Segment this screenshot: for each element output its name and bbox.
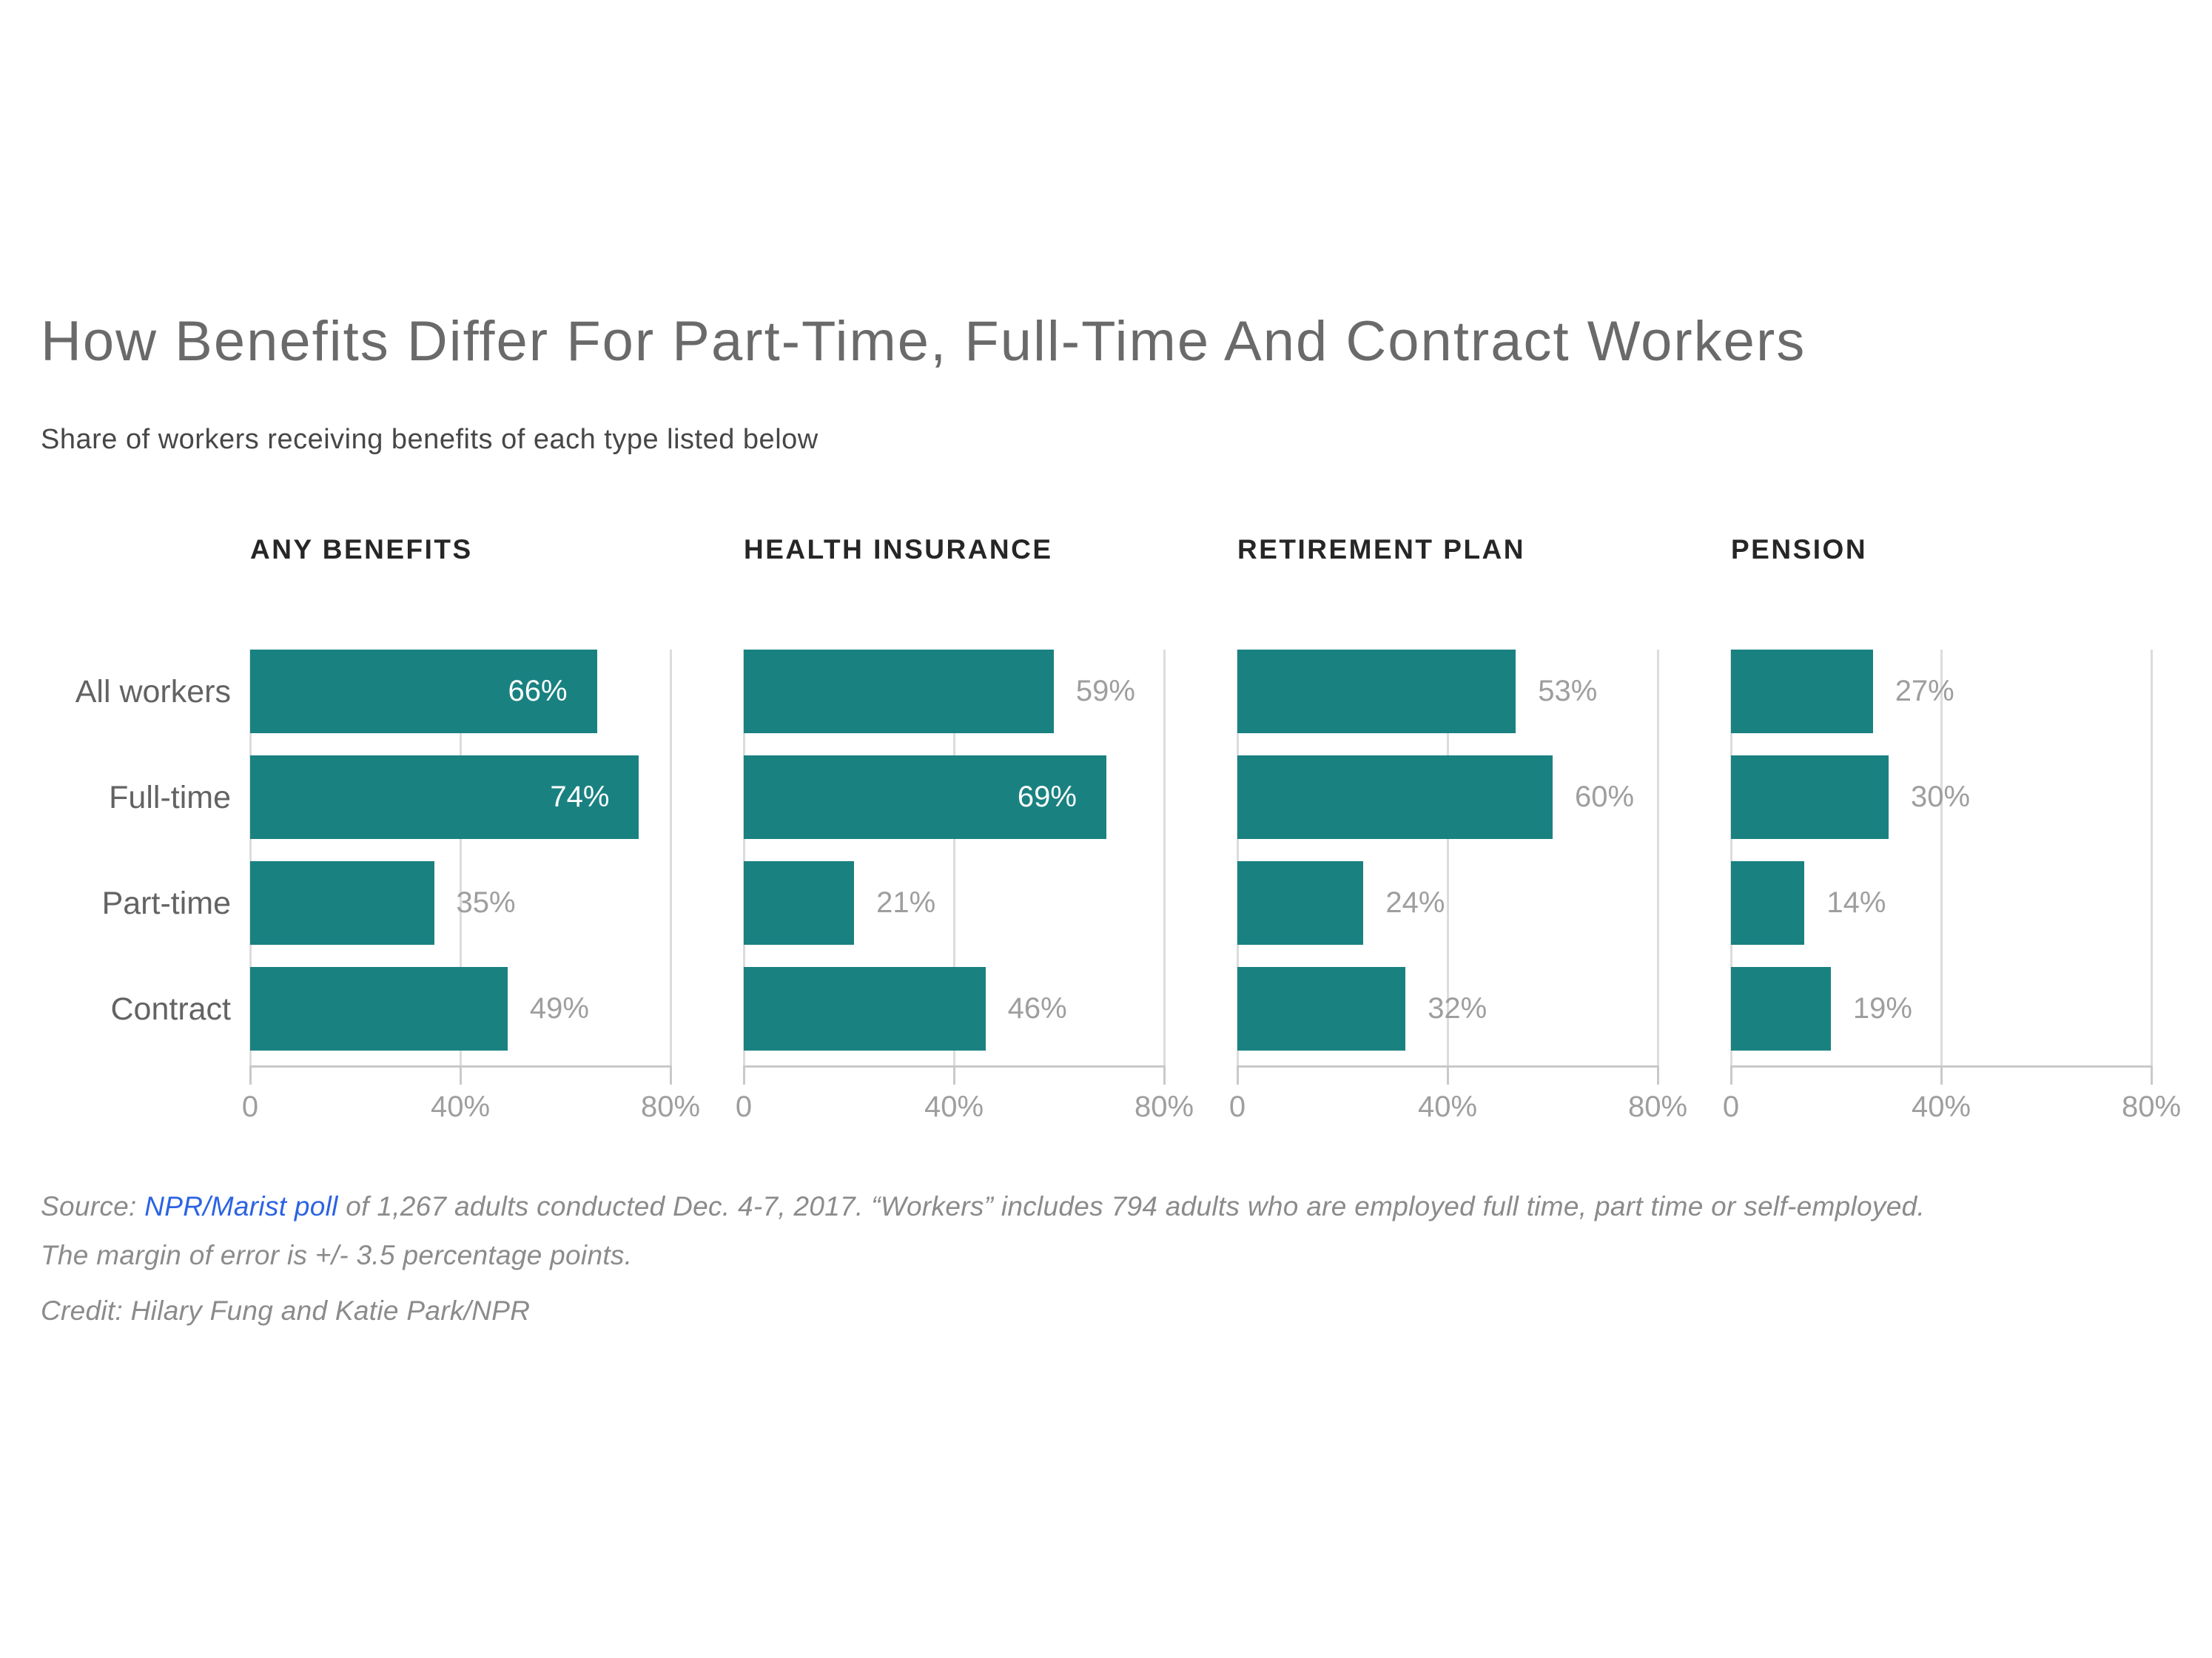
bar — [744, 861, 855, 945]
axis-tick — [742, 1065, 745, 1085]
bar-value-label: 14% — [1826, 886, 1886, 919]
bar — [1731, 861, 1805, 945]
panel-title: HEALTH INSURANCE — [744, 534, 1053, 565]
axis-tick — [1729, 1065, 1732, 1085]
axis-tick-label: 80% — [1134, 1091, 1194, 1123]
axis-tick-label: 40% — [924, 1091, 984, 1123]
axis-tick-label: 40% — [1911, 1091, 1971, 1123]
row-label: Contract — [110, 991, 231, 1027]
bar — [744, 967, 986, 1051]
axis-tick — [1656, 1065, 1659, 1085]
chart-panel: PENSION 27% 30% 14% 19% 0 40% 80% — [1723, 518, 2181, 1184]
axis-tick — [669, 1065, 672, 1085]
row-label: Full-time — [109, 779, 231, 815]
panel-title: ANY BENEFITS — [250, 534, 473, 565]
bar-value-label: 74% — [550, 781, 610, 813]
source-text: of 1,267 adults conducted Dec. 4-7, 2017… — [41, 1191, 1926, 1270]
bar-value-label: 32% — [1428, 992, 1487, 1025]
bar — [250, 861, 434, 945]
bar-value-label: 30% — [1911, 781, 1971, 813]
bar-value-label: 27% — [1895, 675, 1954, 707]
bar-value-label: 49% — [529, 992, 589, 1025]
axis-tick — [1163, 1065, 1166, 1085]
gridline — [459, 650, 462, 1065]
axis-tick — [1446, 1065, 1449, 1085]
gridline — [1729, 650, 1732, 1065]
chart-panel: ANY BENEFITS 66% 74% 35% 49% 0 40% 80% — [242, 518, 700, 1184]
axis-tick-label: 0 — [1228, 1091, 1246, 1123]
bar-value-label: 60% — [1575, 781, 1635, 813]
gridline — [2150, 650, 2153, 1065]
gridline — [1163, 650, 1166, 1065]
gridline — [1446, 650, 1449, 1065]
bar — [744, 650, 1054, 733]
bar — [250, 967, 508, 1051]
gridline — [1656, 650, 1659, 1065]
bar-value-label: 69% — [1017, 781, 1077, 813]
axis-tick — [1236, 1065, 1239, 1085]
axis-tick — [2150, 1065, 2153, 1085]
axis-tick — [1940, 1065, 1943, 1085]
axis-tick-label: 0 — [1722, 1091, 1740, 1123]
bar — [1731, 755, 1889, 839]
source-note: Source: NPR/Marist poll of 1,267 adults … — [41, 1182, 1980, 1280]
bar — [1237, 755, 1553, 839]
panel-plot: 66% 74% 35% 49% — [249, 650, 672, 1065]
axis-tick — [459, 1065, 462, 1085]
bar-value-label: 19% — [1852, 992, 1912, 1025]
panel-plot: 59% 69% 21% 46% — [742, 650, 1166, 1065]
bar — [744, 755, 1106, 839]
bar-value-label: 66% — [508, 675, 568, 707]
axis-tick-label: 40% — [430, 1091, 491, 1123]
chart-subtitle: Share of workers receiving benefits of e… — [41, 424, 818, 455]
bar-value-label: 24% — [1385, 886, 1445, 919]
panel-title: PENSION — [1731, 534, 1868, 565]
bar — [250, 650, 597, 733]
bar — [1237, 967, 1406, 1051]
row-label: Part-time — [101, 885, 231, 921]
gridline — [1940, 650, 1943, 1065]
source-prefix: Source: — [41, 1191, 145, 1221]
gridline — [1236, 650, 1239, 1065]
bar — [1731, 967, 1831, 1051]
panel-plot: 53% 60% 24% 32% — [1236, 650, 1659, 1065]
gridline — [742, 650, 745, 1065]
axis-tick-label: 80% — [640, 1091, 701, 1123]
panel-plot: 27% 30% 14% 19% — [1729, 650, 2153, 1065]
axis-tick — [952, 1065, 955, 1085]
bar-value-label: 46% — [1007, 992, 1067, 1025]
bar-value-label: 21% — [876, 886, 936, 919]
bar — [250, 755, 639, 839]
axis-tick — [249, 1065, 252, 1085]
gridline — [669, 650, 672, 1065]
gridline — [249, 650, 252, 1065]
gridline — [952, 650, 955, 1065]
axis-tick-label: 80% — [2121, 1091, 2182, 1123]
bar — [1731, 650, 1873, 733]
category-axis-labels: All workers Full-time Part-time Contract — [0, 518, 231, 1184]
chart-panel: HEALTH INSURANCE 59% 69% 21% 46% 0 40% 80% — [736, 518, 1194, 1184]
page-title: How Benefits Differ For Part-Time, Full-… — [41, 310, 1806, 373]
axis-tick-label: 0 — [735, 1091, 753, 1123]
bar — [1237, 861, 1364, 945]
bar-value-label: 59% — [1075, 675, 1135, 707]
axis-tick-label: 0 — [241, 1091, 259, 1123]
small-multiples-bar-chart: All workers Full-time Part-time Contract AN… — [0, 518, 2212, 1184]
bar-value-label: 53% — [1538, 675, 1598, 707]
credit-note: Credit: Hilary Fung and Katie Park/NPR — [41, 1295, 531, 1326]
axis-tick-label: 40% — [1417, 1091, 1478, 1123]
bar — [1237, 650, 1516, 733]
panel-title: RETIREMENT PLAN — [1237, 534, 1525, 565]
chart-panel: RETIREMENT PLAN 53% 60% 24% 32% 0 40% 80% — [1229, 518, 1687, 1184]
source-link[interactable]: NPR/Marist poll — [144, 1191, 338, 1221]
bar-value-label: 35% — [456, 886, 516, 919]
row-label: All workers — [75, 673, 231, 710]
axis-tick-label: 80% — [1627, 1091, 1688, 1123]
